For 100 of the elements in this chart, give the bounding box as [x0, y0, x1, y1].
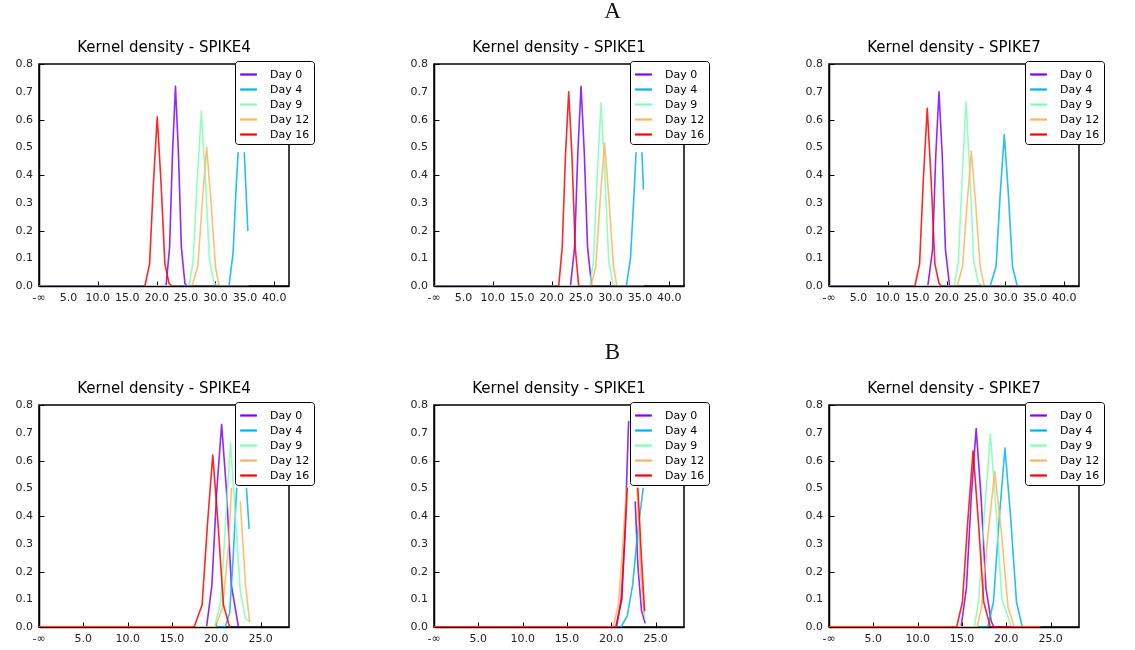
legend-label: Day 16 — [1060, 127, 1100, 141]
y-tick-label: 0.7 — [410, 84, 428, 98]
x-tick-label: 15.0 — [554, 632, 580, 645]
x-tick-label: 5.0 — [864, 632, 883, 645]
x-tick-label: 15.0 — [509, 291, 535, 304]
x-tick-label: 20.0 — [934, 291, 959, 304]
y-tick-label: 0.2 — [15, 223, 33, 237]
y-tick-label: 0.2 — [805, 223, 823, 237]
y-tick-label: 0.6 — [15, 112, 33, 126]
y-tick-label: 0.3 — [805, 536, 823, 550]
x-tick-label: 35.0 — [232, 291, 258, 304]
x-tick-label: 25.0 — [643, 632, 668, 645]
x-tick-label: -∞ — [32, 632, 46, 645]
y-tick-label: 0.0 — [15, 620, 33, 633]
legend-label: Day 9 — [665, 438, 698, 452]
x-tick-label: 30.0 — [993, 291, 1018, 304]
legend-label: Day 16 — [665, 468, 705, 482]
x-tick-label: 10.0 — [115, 632, 140, 645]
y-tick-label: 0.1 — [410, 251, 428, 265]
y-tick-label: 0.7 — [805, 425, 823, 439]
legend-label: Day 12 — [665, 453, 705, 467]
y-tick-label: 0.1 — [15, 251, 33, 265]
x-tick-label: 5.0 — [74, 632, 93, 645]
legend-label: Day 4 — [665, 423, 698, 437]
legend-label: Day 4 — [665, 82, 698, 96]
y-tick-label: 0.0 — [805, 620, 823, 633]
x-tick-label: 5.0 — [849, 291, 868, 304]
y-tick-label: 0.6 — [805, 112, 823, 126]
legend-label: Day 4 — [270, 82, 303, 96]
legend-label: Day 12 — [665, 112, 705, 126]
y-tick-label: 0.0 — [410, 620, 428, 633]
y-tick-label: 0.4 — [805, 509, 823, 522]
y-tick-label: 0.8 — [15, 398, 33, 411]
x-tick-label: 35.0 — [1022, 291, 1048, 304]
y-tick-label: 0.0 — [410, 279, 428, 292]
y-tick-label: 0.2 — [15, 564, 33, 578]
x-tick-label: -∞ — [427, 632, 441, 645]
x-tick-label: 5.0 — [454, 291, 473, 304]
y-tick-label: 0.0 — [15, 279, 33, 292]
y-tick-label: 0.7 — [410, 425, 428, 439]
y-tick-label: 0.4 — [410, 509, 428, 522]
legend-label: Day 4 — [270, 423, 303, 437]
x-tick-label: 20.0 — [994, 632, 1019, 645]
legend-label: Day 16 — [270, 127, 310, 141]
legend-label: Day 9 — [270, 97, 303, 111]
x-tick-label: 15.0 — [114, 291, 140, 304]
y-tick-label: 0.5 — [805, 140, 823, 154]
x-tick-label: 25.0 — [248, 632, 273, 645]
x-tick-label: -∞ — [822, 632, 836, 645]
x-tick-label: 5.0 — [469, 632, 488, 645]
y-tick-label: 0.2 — [410, 223, 428, 237]
legend-label: Day 4 — [1060, 82, 1093, 96]
y-tick-label: 0.3 — [15, 195, 33, 209]
legend-label: Day 12 — [1060, 112, 1100, 126]
x-tick-label: 10.0 — [510, 632, 535, 645]
text: B — [603, 338, 622, 366]
chart-title: Kernel density - SPIKE4 — [77, 379, 251, 397]
legend-label: Day 9 — [1060, 438, 1093, 452]
y-tick-label: 0.8 — [15, 57, 33, 70]
y-tick-label: 0.8 — [410, 398, 428, 411]
legend-label: Day 9 — [1060, 97, 1093, 111]
legend-label: Day 9 — [665, 97, 698, 111]
x-tick-label: 40.0 — [262, 291, 287, 304]
x-tick-label: -∞ — [822, 291, 836, 304]
legend-label: Day 12 — [270, 112, 310, 126]
y-tick-label: 0.7 — [15, 84, 33, 98]
x-tick-label: 20.0 — [204, 632, 229, 645]
x-tick-label: -∞ — [32, 291, 46, 304]
chart-title: Kernel density - SPIKE7 — [867, 379, 1041, 397]
legend-label: Day 4 — [1060, 423, 1093, 437]
x-tick-label: 10.0 — [85, 291, 111, 304]
legend-label: Day 12 — [270, 453, 310, 467]
x-tick-label: 5.0 — [59, 291, 78, 304]
x-tick-label: 20.0 — [599, 632, 624, 645]
legend-label: Day 0 — [270, 67, 303, 81]
x-tick-label: 20.0 — [539, 291, 564, 304]
x-tick-label: 10.0 — [480, 291, 506, 304]
legend-label: Day 0 — [665, 67, 698, 81]
y-tick-label: 0.5 — [805, 481, 823, 495]
x-tick-label: 25.0 — [963, 291, 989, 304]
y-tick-label: 0.1 — [805, 592, 823, 606]
legend-label: Day 16 — [665, 127, 705, 141]
y-tick-label: 0.8 — [410, 57, 428, 70]
y-tick-label: 0.6 — [15, 453, 33, 467]
legend-label: Day 0 — [665, 408, 698, 422]
legend-label: Day 12 — [1060, 453, 1100, 467]
chart-title: Kernel density - SPIKE1 — [472, 379, 646, 397]
y-tick-label: 0.6 — [805, 453, 823, 467]
x-tick-label: 30.0 — [598, 291, 623, 304]
y-tick-label: 0.3 — [15, 536, 33, 550]
y-tick-label: 0.1 — [15, 592, 33, 606]
y-tick-label: 0.2 — [805, 564, 823, 578]
chart-title: Kernel density - SPIKE7 — [867, 38, 1041, 56]
x-tick-label: 40.0 — [1052, 291, 1077, 304]
legend-label: Day 0 — [270, 408, 303, 422]
x-tick-label: 10.0 — [905, 632, 930, 645]
x-tick-label: 15.0 — [159, 632, 185, 645]
x-tick-label: 15.0 — [949, 632, 975, 645]
chart-title: Kernel density - SPIKE4 — [77, 38, 251, 56]
x-tick-label: 20.0 — [144, 291, 169, 304]
